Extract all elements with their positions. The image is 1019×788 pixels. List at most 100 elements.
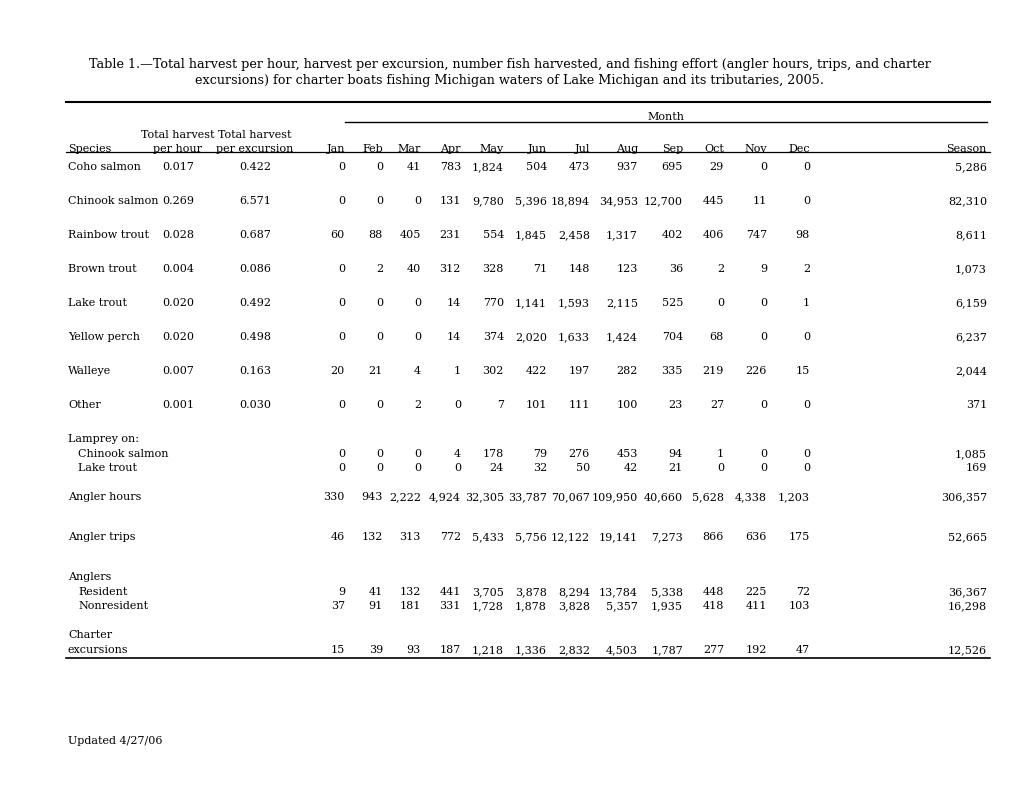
Text: 5,756: 5,756: [515, 532, 546, 542]
Text: 695: 695: [661, 162, 683, 172]
Text: 770: 770: [482, 298, 503, 308]
Text: 0.004: 0.004: [162, 264, 194, 274]
Text: Mar: Mar: [397, 144, 421, 154]
Text: 19,141: 19,141: [598, 532, 637, 542]
Text: 82,310: 82,310: [947, 196, 986, 206]
Text: 169: 169: [965, 463, 986, 473]
Text: 0.163: 0.163: [238, 366, 271, 376]
Text: 14: 14: [446, 298, 461, 308]
Text: 0.007: 0.007: [162, 366, 194, 376]
Text: 1,317: 1,317: [605, 230, 637, 240]
Text: 4,503: 4,503: [605, 645, 637, 655]
Text: 131: 131: [439, 196, 461, 206]
Text: Chinook salmon: Chinook salmon: [68, 196, 158, 206]
Text: 197: 197: [569, 366, 589, 376]
Text: 50: 50: [575, 463, 589, 473]
Text: Charter: Charter: [68, 630, 112, 640]
Text: 46: 46: [330, 532, 344, 542]
Text: 9,780: 9,780: [472, 196, 503, 206]
Text: 0: 0: [759, 332, 766, 342]
Text: Feb: Feb: [362, 144, 382, 154]
Text: 411: 411: [745, 601, 766, 611]
Text: 23: 23: [668, 400, 683, 410]
Text: 282: 282: [616, 366, 637, 376]
Text: 1,141: 1,141: [515, 298, 546, 308]
Text: 6,159: 6,159: [954, 298, 986, 308]
Text: 0: 0: [337, 449, 344, 459]
Text: excursions: excursions: [68, 645, 128, 655]
Text: 1,728: 1,728: [472, 601, 503, 611]
Text: 1,787: 1,787: [650, 645, 683, 655]
Text: 5,433: 5,433: [472, 532, 503, 542]
Text: 0: 0: [453, 400, 461, 410]
Text: 704: 704: [661, 332, 683, 342]
Text: Brown trout: Brown trout: [68, 264, 137, 274]
Text: Other: Other: [68, 400, 101, 410]
Text: Yellow perch: Yellow perch: [68, 332, 140, 342]
Text: 0: 0: [337, 463, 344, 473]
Text: 178: 178: [482, 449, 503, 459]
Text: 0: 0: [376, 196, 382, 206]
Text: 276: 276: [569, 449, 589, 459]
Text: 93: 93: [407, 645, 421, 655]
Text: Updated 4/27/06: Updated 4/27/06: [68, 736, 162, 746]
Text: 40,660: 40,660: [643, 492, 683, 502]
Text: 0: 0: [376, 463, 382, 473]
Text: 3,828: 3,828: [557, 601, 589, 611]
Text: 231: 231: [439, 230, 461, 240]
Text: Jan: Jan: [326, 144, 344, 154]
Text: 0: 0: [802, 196, 809, 206]
Text: 18,894: 18,894: [550, 196, 589, 206]
Text: 405: 405: [399, 230, 421, 240]
Text: 21: 21: [668, 463, 683, 473]
Text: 175: 175: [788, 532, 809, 542]
Text: 100: 100: [616, 400, 637, 410]
Text: 328: 328: [482, 264, 503, 274]
Text: 1,085: 1,085: [954, 449, 986, 459]
Text: 772: 772: [439, 532, 461, 542]
Text: 132: 132: [399, 587, 421, 597]
Text: 2: 2: [716, 264, 723, 274]
Text: Total harvest: Total harvest: [141, 130, 215, 140]
Text: 181: 181: [399, 601, 421, 611]
Text: 0: 0: [414, 463, 421, 473]
Text: 42: 42: [624, 463, 637, 473]
Text: Angler trips: Angler trips: [68, 532, 136, 542]
Text: 0: 0: [759, 298, 766, 308]
Text: 3,705: 3,705: [472, 587, 503, 597]
Text: 12,700: 12,700: [643, 196, 683, 206]
Text: 79: 79: [532, 449, 546, 459]
Text: 226: 226: [745, 366, 766, 376]
Text: 15: 15: [795, 366, 809, 376]
Text: 4: 4: [414, 366, 421, 376]
Text: Season: Season: [946, 144, 986, 154]
Text: 0: 0: [337, 332, 344, 342]
Text: 88: 88: [369, 230, 382, 240]
Text: 111: 111: [568, 400, 589, 410]
Text: 0.020: 0.020: [162, 298, 194, 308]
Text: 0: 0: [802, 162, 809, 172]
Text: 4: 4: [453, 449, 461, 459]
Text: 747: 747: [745, 230, 766, 240]
Text: 1: 1: [453, 366, 461, 376]
Text: 91: 91: [369, 601, 382, 611]
Text: Angler hours: Angler hours: [68, 492, 142, 502]
Text: 39: 39: [369, 645, 382, 655]
Text: Chinook salmon: Chinook salmon: [77, 449, 168, 459]
Text: 0.498: 0.498: [238, 332, 271, 342]
Text: 0: 0: [337, 298, 344, 308]
Text: 2,044: 2,044: [954, 366, 986, 376]
Text: 0: 0: [337, 400, 344, 410]
Text: 1,878: 1,878: [515, 601, 546, 611]
Text: 2,222: 2,222: [388, 492, 421, 502]
Text: 0: 0: [376, 162, 382, 172]
Text: 11: 11: [752, 196, 766, 206]
Text: Anglers: Anglers: [68, 572, 111, 582]
Text: 2,458: 2,458: [557, 230, 589, 240]
Text: 0: 0: [337, 264, 344, 274]
Text: 21: 21: [369, 366, 382, 376]
Text: per excursion: per excursion: [216, 144, 293, 154]
Text: Month: Month: [647, 112, 684, 122]
Text: 98: 98: [795, 230, 809, 240]
Text: 12,122: 12,122: [550, 532, 589, 542]
